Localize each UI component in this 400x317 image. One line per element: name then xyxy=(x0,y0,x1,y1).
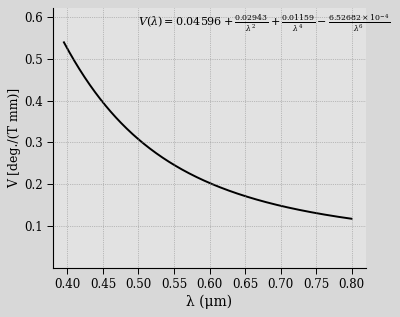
X-axis label: λ (μm): λ (μm) xyxy=(186,294,232,309)
Y-axis label: V [deg./(T mm)]: V [deg./(T mm)] xyxy=(8,88,21,188)
Text: $V(\lambda) = 0.04596 + \frac{0.02943}{\lambda^2} + \frac{0.01159}{\lambda^4} - : $V(\lambda) = 0.04596 + \frac{0.02943}{\… xyxy=(138,12,390,34)
